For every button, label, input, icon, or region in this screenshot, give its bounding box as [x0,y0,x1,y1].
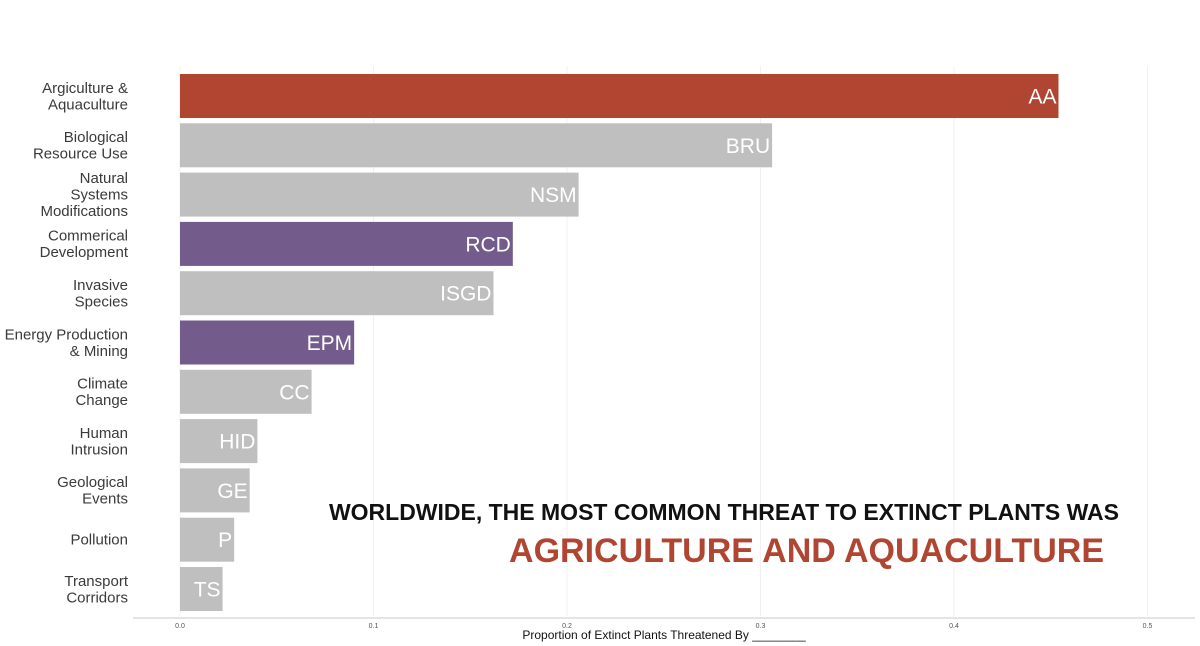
bar-label-epm: EPM [307,332,353,355]
x-tick-label-0-1: 0.1 [369,623,379,630]
category-label-cc: Climate Change [75,376,128,410]
bar-cc [180,369,312,414]
category-label-isgd: Invasive Species [73,277,128,311]
x-tick-label-0-2: 0.2 [562,623,572,630]
category-label-ts: Transport Corridors [64,573,128,607]
x-tick-label-0-5: 0.5 [1143,623,1153,630]
bar-hid [180,419,258,464]
bar-label-isgd: ISGD [440,283,491,306]
category-label-ge: Geological Events [57,474,128,508]
annotation-line-2: AGRICULTURE AND AQUACULTURE [509,532,1104,570]
x-ticks: 0.0 0.1 0.2 0.3 0.4 0.5 [175,623,1152,630]
bar-label-nsm: NSM [530,184,577,207]
bar-p [180,517,235,562]
bar-rcd [180,221,513,266]
bar-bru [180,123,773,168]
bars-group: AA BRU NSM RCD ISGD EPM CC HID GE P TS [180,74,1059,611]
x-tick-label-0-4: 0.4 [949,623,959,630]
bar-label-cc: CC [279,381,309,404]
bar-label-rcd: RCD [465,233,511,256]
bar-isgd [180,271,494,316]
category-label-nsm: Natural Systems Modifications [40,170,128,220]
category-label-hid: Human Intrusion [70,425,128,459]
x-tick-label-0-3: 0.3 [756,623,766,630]
bar-aa [180,74,1059,118]
bar-label-p: P [218,529,232,552]
bar-nsm [180,172,579,217]
bar-label-ge: GE [217,480,247,503]
bar-label-hid: HID [219,431,255,454]
category-label-p: Pollution [70,532,128,549]
category-label-bru: Biological Resource Use [33,129,128,163]
category-labels: Argiculture & Aquaculture Biological Resour… [5,80,129,607]
bar-label-aa: AA [1028,86,1056,109]
bar-ts [180,567,223,611]
x-axis-label: Proportion of Extinct Plants Threatened … [522,628,806,642]
annotation-line-1: WORLDWIDE, THE MOST COMMON THREAT TO EXT… [329,499,1119,525]
bar-label-ts: TS [194,579,221,602]
category-label-rcd: Commerical Development [40,228,129,262]
category-label-epm: Energy Production & Mining [5,326,128,360]
category-label-aa: Argiculture & Aquaculture [42,80,128,114]
bar-epm [180,320,355,365]
bar-ge [180,468,250,513]
x-tick-label-0-0: 0.0 [175,623,185,630]
bar-label-bru: BRU [726,135,770,158]
